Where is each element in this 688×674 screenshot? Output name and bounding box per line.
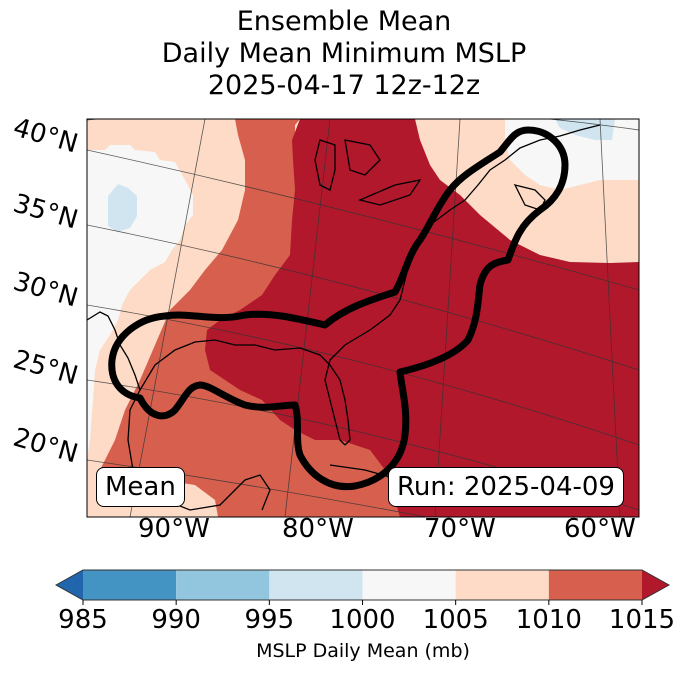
- chart-title: Ensemble Mean Daily Mean Minimum MSLP 20…: [0, 6, 688, 102]
- colorbar-bin-985-990: [83, 570, 177, 600]
- colorbar-over-arrow: [642, 570, 669, 600]
- colorbar-label: MSLP Daily Mean (mb): [256, 640, 470, 662]
- colorbar-bin-990-995: [176, 570, 270, 600]
- colorbar-tick-label-1015: 1015: [608, 605, 676, 635]
- lon-label-60w: 60°W: [564, 514, 636, 544]
- colorbar-tick-label-995: 995: [244, 605, 295, 635]
- field-995-1000-blob: [108, 184, 137, 232]
- colorbar-tick-label-990: 990: [151, 605, 201, 635]
- mean-label-box: Mean: [96, 467, 185, 507]
- map-frame: [86, 118, 640, 518]
- lon-label-90w: 90°W: [138, 514, 210, 544]
- colorbar-under-arrow: [56, 570, 83, 600]
- field-1010-1015: [87, 119, 639, 517]
- bold-contour: [108, 126, 569, 491]
- colorbar-bin-995-1000: [269, 570, 363, 600]
- title-line-3: 2025-04-17 12z-12z: [207, 70, 481, 101]
- title-line-2: Daily Mean Minimum MSLP: [161, 38, 527, 69]
- map-area: [87, 119, 639, 517]
- lon-label-80w: 80°W: [282, 514, 354, 544]
- title-line-1: Ensemble Mean: [236, 6, 452, 37]
- run-date-box: Run: 2025-04-09: [388, 467, 624, 507]
- colorbar-tick-label-1000: 1000: [329, 605, 396, 635]
- field-over-1015: [205, 119, 639, 517]
- colorbar-tick-label-1005: 1005: [422, 605, 489, 635]
- colorbar-bin-1010-1015: [548, 570, 642, 600]
- colorbar: [54, 569, 671, 605]
- colorbar-tick-label-1010: 1010: [515, 605, 582, 635]
- colorbar-bin-1000-1005: [362, 570, 456, 600]
- colorbar-bin-1005-1010: [455, 570, 549, 600]
- colorbar-tick-label-985: 985: [58, 605, 108, 635]
- lon-label-70w: 70°W: [424, 514, 496, 544]
